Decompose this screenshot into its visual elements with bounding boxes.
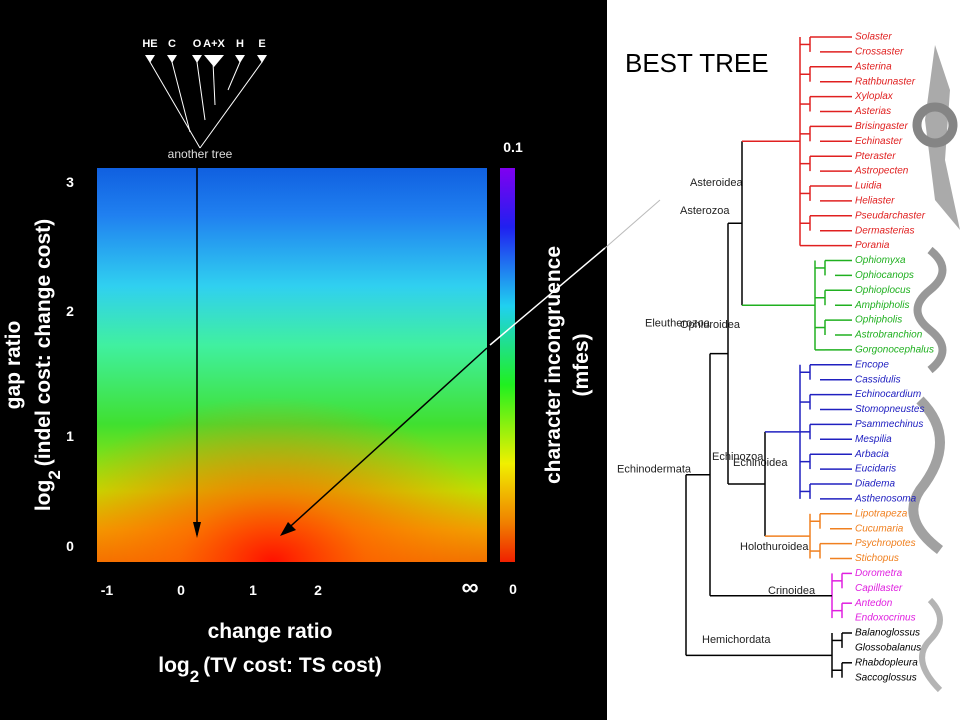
taxon: Stichopus [855,553,899,564]
clade-label: Echinozoa [712,451,764,463]
taxon: Echinaster [855,136,903,147]
clade-label: Asteroidea [690,177,743,189]
clade-label: Echinoidea [733,457,788,469]
taxon: Astropecten [854,166,909,177]
taxon: Echinocardium [855,389,921,400]
x-tick-label: 1 [249,582,257,598]
log: log [158,654,190,677]
x-tick-label: ∞ [461,574,478,601]
colorbar [500,168,515,562]
taxon: Encope [855,359,889,370]
right-panel [607,0,960,720]
taxon: Gorgonocephalus [855,345,934,356]
y-label-1: gap ratio [2,321,25,410]
taxon: Asterias [854,106,891,117]
y-tick-label: 3 [66,174,74,190]
y-tick-label: 0 [66,538,74,554]
taxon: Endoxocrinus [855,613,916,624]
sub: 2 [45,470,64,479]
taxon: Heliaster [855,196,895,207]
clade-label: Asterozoa [680,205,730,217]
taxon: Amphipholis [854,300,909,311]
tip-label: A+X [203,38,225,50]
heatmap-hotspot [97,168,487,562]
taxon: Psychropotes [855,538,916,549]
taxon: Asterina [854,61,892,72]
taxon: Dorometra [855,568,903,579]
taxon: Xyloplax [854,91,894,102]
colorbar-bottom: 0 [509,581,517,597]
colorbar-label: character incongruence (mfes) [542,246,593,484]
tip-label: C [168,38,176,50]
tip-label: O [193,38,202,50]
arrowhead [280,522,296,536]
taxon: Arbacia [854,449,889,460]
tip-label: H [236,38,244,50]
taxon: Brisingaster [855,121,908,132]
taxon: Balanoglossus [855,628,920,639]
colorbar-label-1: character incongruence [542,246,565,484]
taxon: Antedon [854,598,893,609]
taxon: Glossobalanus [855,643,921,654]
taxon: Rathbunaster [855,76,916,87]
taxon: Diadema [855,479,895,490]
x-tick-label: 0 [177,582,185,598]
taxon: Astrobranchion [854,330,923,341]
taxon: Cucumaria [855,523,904,534]
rest: (TV cost: TS cost) [203,654,382,677]
taxon: Ophioplocus [855,285,911,296]
taxon: Cassidulis [855,374,901,385]
small-tree [149,61,263,149]
arrowhead [193,522,201,538]
tip-label: HE [142,38,157,50]
x-label: change ratio [208,620,333,643]
tip-label: E [258,38,265,50]
taxon: Eucidaris [855,464,896,475]
y-label: gap ratio log2 (indel cost: change cost) [2,219,64,511]
clade-label: Holothuroidea [740,541,809,553]
taxon: Pseudarchaster [855,210,926,221]
taxon: Capillaster [855,583,903,594]
small-tree-tips [145,55,267,67]
taxon: Porania [855,240,890,251]
rest: (indel cost: change cost) [32,219,55,466]
pointer-line [604,199,661,249]
taxon: Psammechinus [855,419,923,430]
sub: 2 [190,667,199,686]
x-tick-label: 2 [314,582,322,598]
log: log [32,480,55,512]
x-tick-label: -1 [101,582,114,598]
taxon: Lipotrapeza [855,508,908,519]
taxon: Ophipholis [855,315,902,326]
pointer-line [281,347,488,535]
taxon: Rhabdopleura [855,657,918,668]
pointer-line [489,247,606,346]
colorbar-label-2: (mfes) [570,333,593,396]
taxon: Crossaster [855,47,904,58]
taxon: Dermasterias [855,225,914,236]
taxon: Mespilia [855,434,892,445]
taxon: Saccoglossus [855,672,917,683]
y-label-2: log2 (indel cost: change cost) [32,219,64,511]
animal-illustrations [908,45,960,693]
clade-label: Crinoidea [768,585,816,597]
colorbar-top: 0.1 [503,139,523,155]
taxon: Stomopneustes [855,404,925,415]
clade-label: Hemichordata [702,634,771,646]
clade-label: Eleutherozoa [645,318,711,330]
small-tree-caption: another tree [168,147,233,161]
x-label-2: log2 (TV cost: TS cost) [158,654,381,686]
y-tick-label: 2 [66,303,74,319]
clade-label: Echinodermata [617,464,692,476]
taxon: Asthenosoma [854,494,917,505]
taxon: Ophiomyxa [855,255,906,266]
taxon: Pteraster [855,151,896,162]
y-tick-label: 1 [66,428,74,444]
taxon: Luidia [855,181,882,192]
taxon: Ophiocanops [855,270,914,281]
taxon: Solaster [855,32,892,43]
tree-title: BEST TREE [625,48,769,78]
clade-label: Ophiuroidea [680,319,741,331]
